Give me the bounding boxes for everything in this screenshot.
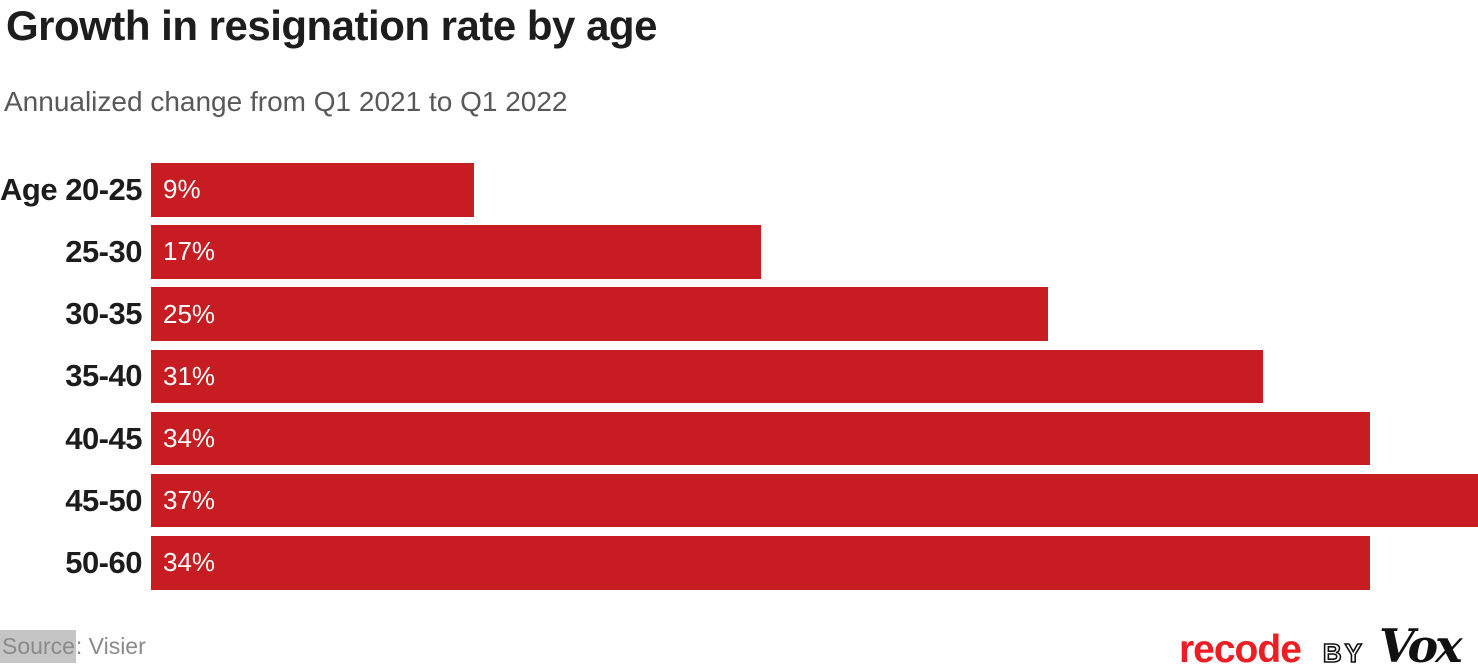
bar-age-35-40: 31% bbox=[151, 349, 1263, 404]
bar-track: 17% bbox=[151, 225, 1478, 279]
table-row: 40-45 34% bbox=[0, 411, 1478, 466]
bar-track: 9% bbox=[151, 163, 1478, 217]
by-label: BY bbox=[1322, 637, 1366, 669]
category-label: 30-35 bbox=[65, 296, 142, 332]
category-label: 25-30 bbox=[65, 233, 142, 269]
bar-value-label: 9% bbox=[163, 174, 201, 205]
source-attribution: Source: Visier bbox=[0, 630, 146, 663]
source-name: : Visier bbox=[75, 633, 146, 659]
bar-track: 31% bbox=[151, 349, 1478, 404]
bar-age-25-30: 17% bbox=[151, 225, 761, 279]
category-label: Age 20-25 bbox=[0, 171, 142, 207]
category-label: 50-60 bbox=[65, 544, 142, 580]
bar-chart-plot-area: Age 20-25 9% 25-30 17% 30-35 25% bbox=[0, 163, 1478, 598]
table-row: Age 20-25 9% bbox=[0, 163, 1478, 217]
bar-age-45-50: 37% bbox=[151, 473, 1478, 528]
bar-age-40-45: 34% bbox=[151, 411, 1371, 466]
bar-track: 37% bbox=[151, 473, 1478, 528]
bar-track: 25% bbox=[151, 287, 1478, 341]
bar-age-50-60: 34% bbox=[151, 536, 1371, 590]
table-row: 35-40 31% bbox=[0, 349, 1478, 404]
bar-value-label: 34% bbox=[163, 423, 216, 453]
bar-track: 34% bbox=[151, 411, 1478, 466]
bar-track: 34% bbox=[151, 536, 1478, 590]
table-row: 50-60 34% bbox=[0, 536, 1478, 590]
table-row: 45-50 37% bbox=[0, 473, 1478, 528]
chart-subtitle: Annualized change from Q1 2021 to Q1 202… bbox=[4, 86, 568, 117]
publisher-branding: recode BY Vox bbox=[1179, 622, 1478, 670]
table-row: 25-30 17% bbox=[0, 225, 1478, 279]
category-label: 35-40 bbox=[65, 358, 142, 394]
bar-value-label: 17% bbox=[163, 236, 216, 267]
bar-age-30-35: 25% bbox=[151, 287, 1048, 341]
chart-title: Growth in resignation rate by age bbox=[6, 2, 657, 49]
source-label: Source bbox=[0, 630, 76, 663]
category-label: 45-50 bbox=[65, 482, 142, 518]
bar-value-label: 37% bbox=[163, 485, 216, 516]
table-row: 30-35 25% bbox=[0, 287, 1478, 341]
vox-logo: Vox bbox=[1379, 622, 1463, 670]
bar-value-label: 25% bbox=[163, 298, 216, 329]
bar-value-label: 34% bbox=[163, 547, 216, 578]
bar-age-20-25: 9% bbox=[151, 163, 474, 217]
bar-value-label: 31% bbox=[163, 360, 216, 391]
recode-logo: recode bbox=[1179, 628, 1302, 670]
category-label: 40-45 bbox=[65, 420, 142, 456]
